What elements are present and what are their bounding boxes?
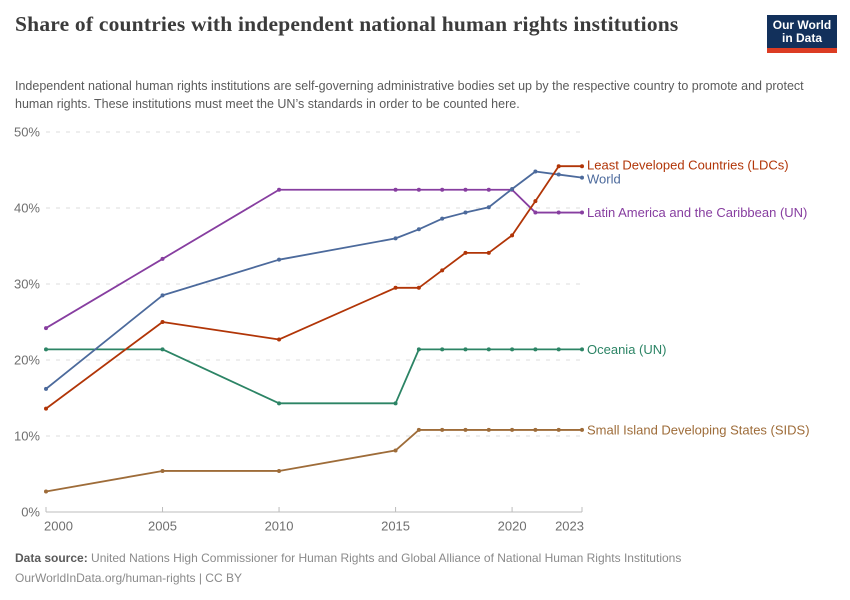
footer: Data source: United Nations High Commiss…	[15, 548, 835, 588]
y-tick-label: 30%	[14, 277, 40, 292]
data-point	[44, 489, 48, 494]
data-point	[580, 175, 584, 180]
data-point	[463, 347, 468, 352]
data-point	[440, 268, 445, 273]
data-point	[416, 285, 421, 290]
data-point	[486, 205, 491, 210]
x-tick-label: 2023	[555, 519, 584, 534]
data-point	[486, 250, 491, 255]
series-label-latin-america-and-the-caribbean-un[interactable]: Latin America and the Caribbean (UN)	[587, 205, 807, 220]
data-point	[277, 468, 282, 473]
data-point	[440, 187, 445, 192]
data-point	[510, 233, 515, 238]
x-tick-label: 2015	[381, 519, 410, 534]
series-line-latin-america-and-the-caribbean-un[interactable]	[45, 188, 583, 329]
data-point	[393, 285, 398, 290]
series-line-world[interactable]	[45, 170, 583, 390]
y-tick-label: 20%	[14, 353, 40, 368]
chart-subtitle: Independent national human rights instit…	[15, 79, 804, 111]
data-point	[510, 347, 515, 352]
data-source-line: Data source: United Nations High Commiss…	[15, 548, 835, 568]
owid-logo-line2: in Data	[781, 31, 822, 45]
data-point	[556, 210, 561, 215]
data-point	[463, 187, 468, 192]
series-label-small-island-developing-states-sids[interactable]: Small Island Developing States (SIDS)	[587, 422, 810, 437]
data-point	[533, 199, 538, 204]
x-tick-label: 2020	[498, 519, 527, 534]
data-point	[486, 347, 491, 352]
data-point	[533, 169, 538, 174]
data-point	[277, 401, 282, 406]
footer-link[interactable]: OurWorldInData.org/human-rights | CC BY	[15, 571, 242, 585]
x-tick-label: 2010	[265, 519, 294, 534]
y-tick-label: 0%	[21, 505, 40, 520]
owid-logo[interactable]: Our World in Data	[767, 15, 837, 53]
data-point	[556, 172, 561, 177]
series-label-least-developed-countries-ldcs[interactable]: Least Developed Countries (LDCs)	[587, 157, 789, 172]
data-point	[393, 448, 398, 453]
data-point	[277, 187, 282, 192]
data-point	[160, 256, 165, 261]
series-line-least-developed-countries-ldcs[interactable]	[45, 165, 583, 410]
data-point	[393, 401, 398, 406]
data-point	[580, 347, 584, 352]
data-point	[533, 347, 538, 352]
series-label-world[interactable]: World	[587, 171, 621, 186]
y-tick-label: 50%	[14, 125, 40, 140]
logo-accent-bar	[767, 48, 837, 53]
series-line-oceania-un[interactable]	[45, 348, 583, 405]
data-point	[440, 427, 445, 432]
data-point	[44, 326, 48, 331]
page-title: Share of countries with independent nati…	[15, 12, 679, 36]
y-tick-label: 10%	[14, 429, 40, 444]
data-source-label: Data source:	[15, 551, 88, 565]
data-point	[416, 347, 421, 352]
data-point	[533, 210, 538, 215]
data-source-text: United Nations High Commissioner for Hum…	[91, 551, 682, 565]
data-point	[486, 427, 491, 432]
data-point	[160, 468, 165, 473]
data-point	[533, 427, 538, 432]
data-point	[393, 187, 398, 192]
data-point	[463, 427, 468, 432]
data-point	[416, 427, 421, 432]
data-point	[486, 187, 491, 192]
data-point	[556, 164, 561, 169]
data-point	[44, 347, 48, 352]
x-tick-label: 2000	[44, 519, 73, 534]
data-point	[463, 250, 468, 255]
data-point	[556, 427, 561, 432]
x-tick-label: 2005	[148, 519, 177, 534]
data-point	[44, 406, 48, 411]
data-point	[440, 216, 445, 221]
data-point	[580, 427, 584, 432]
series-line-small-island-developing-states-sids[interactable]	[45, 429, 583, 493]
data-point	[160, 293, 165, 298]
data-point	[463, 210, 468, 215]
data-point	[416, 187, 421, 192]
data-point	[160, 347, 165, 352]
data-point	[510, 187, 515, 191]
data-point	[160, 320, 165, 324]
owid-logo-line1: Our World	[772, 18, 832, 32]
data-point	[44, 386, 48, 391]
data-point	[556, 347, 561, 352]
data-point	[277, 257, 282, 262]
y-tick-label: 40%	[14, 201, 40, 216]
data-point	[277, 337, 282, 342]
owid-logo-box: Our World in Data	[767, 15, 837, 48]
data-point	[580, 210, 584, 215]
data-point	[510, 427, 515, 432]
data-point	[393, 236, 398, 241]
data-point	[580, 164, 584, 169]
data-point	[440, 347, 445, 352]
series-label-oceania-un[interactable]: Oceania (UN)	[587, 342, 666, 357]
data-point	[416, 227, 421, 232]
